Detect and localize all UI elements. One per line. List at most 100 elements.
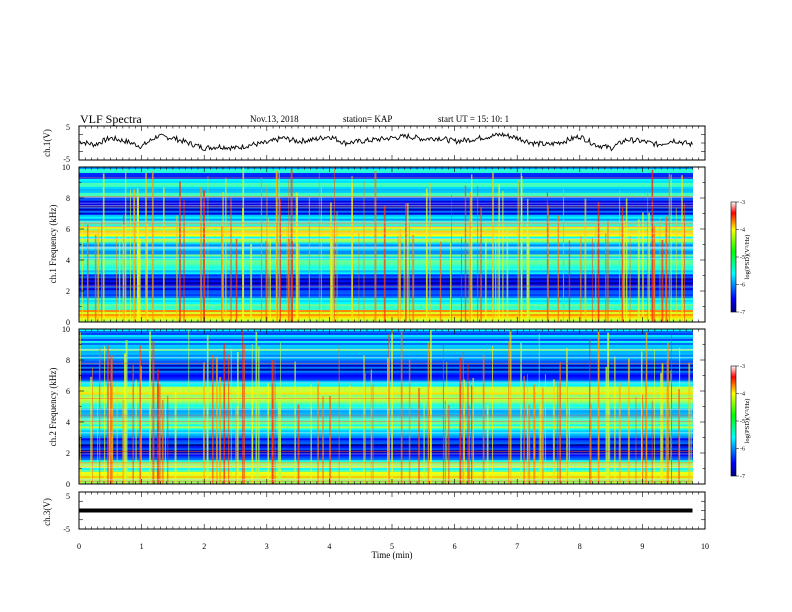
spec1-line bbox=[79, 246, 693, 248]
spec1-streak bbox=[665, 216, 668, 322]
spec1-streak bbox=[580, 236, 582, 322]
spec2-band bbox=[79, 348, 693, 352]
spec1-streak bbox=[151, 171, 154, 322]
spec1-streak bbox=[130, 189, 131, 322]
spec1-streak bbox=[629, 235, 631, 322]
spec2-band bbox=[79, 344, 693, 348]
spec2-streak bbox=[237, 352, 239, 484]
spec2-streak bbox=[597, 330, 600, 484]
spec2-band bbox=[79, 354, 693, 358]
spec1-streak bbox=[517, 180, 519, 322]
spec1-line bbox=[79, 226, 693, 228]
ch2-colorbar-tick-label: -5 bbox=[740, 419, 745, 425]
spec2-streak bbox=[528, 404, 531, 484]
spec1-streak bbox=[526, 223, 528, 322]
ch1-colorbar-ticks: -3 -4 -5 -6 -7 bbox=[736, 200, 745, 316]
spec2-band bbox=[79, 418, 693, 421]
ch1-ylabel: ch.1(V) bbox=[42, 129, 52, 157]
spec2-band bbox=[79, 384, 693, 388]
ch1-colorbar-tick-label: -4 bbox=[740, 228, 745, 234]
spec2-line bbox=[79, 453, 693, 455]
spec1-band bbox=[79, 178, 693, 182]
spec1-band bbox=[79, 274, 693, 277]
spec1-streak bbox=[200, 187, 203, 322]
spec2-band bbox=[79, 360, 693, 364]
spec2-band bbox=[79, 342, 693, 346]
x-tick-label: 3 bbox=[265, 542, 269, 551]
spec1-streak bbox=[591, 237, 593, 322]
spec1-streak bbox=[637, 219, 640, 322]
ch2-colorbar-tick-label: -7 bbox=[740, 474, 745, 480]
spec1-line bbox=[79, 285, 693, 287]
spec2-line bbox=[79, 480, 693, 482]
spec2-streak bbox=[678, 389, 680, 484]
spec2-streak bbox=[149, 331, 152, 484]
spec2-band bbox=[79, 430, 693, 433]
spec2-streak bbox=[235, 406, 237, 484]
spec2-band bbox=[79, 454, 693, 457]
spec2-streak bbox=[690, 385, 692, 484]
spec1-band bbox=[79, 292, 693, 295]
spec1-streak bbox=[295, 192, 298, 322]
spec1-streak bbox=[485, 237, 487, 322]
spec2-streak bbox=[322, 396, 324, 484]
ch1-spectrogram-image bbox=[79, 167, 705, 323]
ch2-spec-ticks bbox=[78, 328, 706, 485]
spec2-band bbox=[79, 420, 693, 423]
x-tick-label: 9 bbox=[640, 542, 644, 551]
spec2-band bbox=[79, 386, 693, 390]
spec2-streak bbox=[174, 392, 177, 484]
spec2-band bbox=[79, 364, 693, 368]
spec1-band bbox=[79, 208, 693, 212]
spec1-line bbox=[79, 197, 693, 198]
x-tick-label: 0 bbox=[77, 542, 81, 551]
spec2-streak bbox=[372, 383, 374, 484]
spec1-streak bbox=[557, 215, 560, 322]
spec2-streak bbox=[158, 384, 161, 484]
spec2-streak bbox=[589, 403, 592, 484]
spec1-streak bbox=[87, 224, 89, 322]
spec1-streak bbox=[279, 198, 281, 322]
spec1-band bbox=[79, 314, 693, 317]
spec2-streak bbox=[389, 343, 390, 484]
spec1-streak bbox=[496, 238, 498, 322]
spec2-band bbox=[79, 462, 693, 465]
spec1-streak bbox=[97, 228, 100, 322]
chart-title: VLF Spectra bbox=[80, 112, 142, 126]
ch2-spectrogram-image bbox=[79, 329, 705, 485]
spec1-band bbox=[79, 184, 693, 188]
spec2-band bbox=[79, 356, 693, 360]
spec2-streak bbox=[122, 400, 125, 484]
spec1-band bbox=[79, 256, 693, 259]
spec2-line bbox=[79, 432, 693, 433]
spec1-band bbox=[79, 282, 693, 285]
spec2-line bbox=[79, 467, 693, 468]
spec2-streak bbox=[267, 383, 270, 484]
ch1-spec-ytick-labels: 0 2 4 6 8 10 bbox=[62, 163, 70, 327]
spec2-streak bbox=[605, 366, 608, 484]
spec1-ytick-label: 0 bbox=[66, 318, 70, 327]
spec1-band bbox=[79, 200, 693, 204]
spec2-line bbox=[79, 382, 693, 384]
spec1-band bbox=[79, 290, 693, 293]
spec1-streak bbox=[527, 233, 530, 322]
spec2-streak bbox=[271, 360, 274, 484]
spec1-streak bbox=[619, 190, 621, 322]
ch1-ytick-bottom: -5 bbox=[63, 155, 70, 164]
spec1-streak bbox=[460, 236, 462, 322]
ch1-colorbar-tick-label: -5 bbox=[740, 255, 745, 261]
spec1-blank bbox=[693, 167, 705, 322]
spec1-streak bbox=[176, 215, 178, 322]
spec2-streak bbox=[459, 357, 462, 484]
spec1-line bbox=[79, 202, 693, 204]
spec1-streak bbox=[405, 203, 407, 322]
spec2-band bbox=[79, 440, 693, 443]
spec2-streak bbox=[666, 361, 668, 484]
spec1-streak bbox=[331, 240, 333, 322]
spec2-line bbox=[79, 398, 693, 399]
spec2-band bbox=[79, 438, 693, 441]
spec1-band bbox=[79, 286, 693, 289]
spec2-streak bbox=[408, 359, 411, 484]
spec1-band bbox=[79, 186, 693, 190]
spec1-streak bbox=[374, 171, 377, 322]
